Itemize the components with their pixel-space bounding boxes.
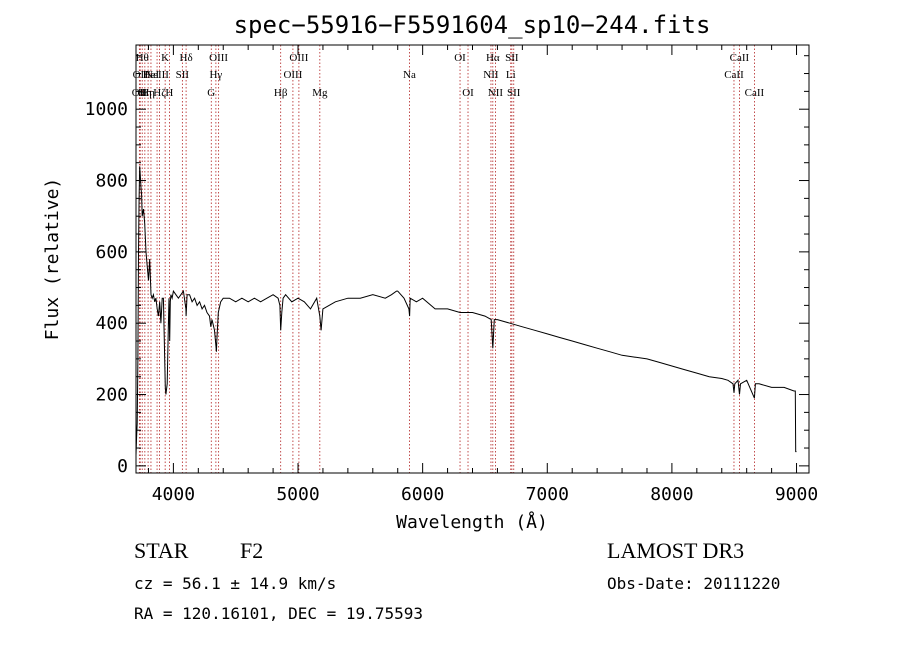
obs-date-label: Obs-Date: 20111220: [607, 574, 780, 593]
y-tick-label-400: 400: [95, 313, 128, 334]
line-marker-label-5: HeI: [143, 69, 160, 81]
flux-series-line: [135, 166, 797, 456]
x-tick-label-4000: 4000: [152, 484, 195, 505]
line-marker-label-9: H: [165, 87, 173, 99]
line-marker-label-18: Mg: [312, 87, 328, 99]
y-tick-label-200: 200: [95, 385, 128, 406]
y-tick-label-1000: 1000: [85, 99, 128, 120]
line-marker-label-26: SII: [505, 52, 519, 64]
line-marker-label-17: OIII: [289, 52, 308, 64]
object-class-label: STAR: [134, 538, 189, 563]
subclass-label: F2: [240, 538, 263, 563]
line-marker-labels: OIIOIIHθHηHηHeINeIIIHζKHSIIHδGHγOIIIHβOI…: [132, 52, 765, 99]
line-marker-label-6: NeIII: [145, 69, 169, 81]
x-axis-label: Wavelength (Å): [396, 511, 548, 533]
line-marker-label-11: Hδ: [180, 52, 193, 64]
line-marker-label-27: SII: [507, 87, 521, 99]
y-axis-ticks: 0 200 400 600 800 1000: [85, 55, 809, 477]
redshift-label: cz = 56.1 ± 14.9 km/s: [134, 574, 336, 593]
chart-title: spec−55916−F5591604_sp10−244.fits: [234, 11, 711, 39]
line-marker-label-4: Hη: [141, 87, 155, 99]
y-tick-label-600: 600: [95, 242, 128, 263]
line-marker-label-23: Hα: [486, 52, 500, 64]
line-marker-label-12: G: [207, 87, 215, 99]
line-marker-label-7: Hζ: [153, 87, 166, 99]
line-marker-label-2: Hθ: [136, 52, 149, 64]
line-marker-label-29: CaII: [730, 52, 750, 64]
x-tick-label-6000: 6000: [401, 484, 444, 505]
line-marker-label-30: CaII: [745, 87, 765, 99]
x-tick-label-7000: 7000: [526, 484, 569, 505]
line-marker-label-16: OIII: [283, 69, 302, 81]
line-marker-label-3: Hη: [138, 87, 152, 99]
line-marker-label-21: OI: [462, 87, 474, 99]
survey-label: LAMOST DR3: [607, 538, 744, 563]
plot-frame: [135, 44, 810, 474]
line-marker-label-14: OIII: [209, 52, 228, 64]
line-marker-label-25: Li: [506, 69, 516, 81]
x-axis-ticks: 4000 5000 6000 7000 8000 9000: [147, 45, 818, 505]
line-marker-label-20: OI: [454, 52, 466, 64]
y-tick-label-0: 0: [117, 456, 128, 477]
y-axis-label: Flux (relative): [42, 178, 63, 341]
line-marker-label-10: SII: [176, 69, 190, 81]
y-tick-label-800: 800: [95, 171, 128, 192]
line-marker-label-13: Hγ: [209, 69, 222, 81]
line-markers: [138, 45, 755, 473]
line-marker-label-15: Hβ: [274, 87, 288, 99]
x-tick-label-8000: 8000: [650, 484, 693, 505]
line-marker-label-28: CaII: [724, 69, 744, 81]
line-marker-label-19: Na: [403, 69, 416, 81]
x-tick-label-9000: 9000: [775, 484, 818, 505]
line-marker-label-24: NII: [488, 87, 504, 99]
coordinates-label: RA = 120.16101, DEC = 19.75593: [134, 604, 423, 623]
line-marker-label-8: K: [161, 52, 169, 64]
x-tick-label-5000: 5000: [276, 484, 319, 505]
line-marker-label-22: NII: [483, 69, 499, 81]
